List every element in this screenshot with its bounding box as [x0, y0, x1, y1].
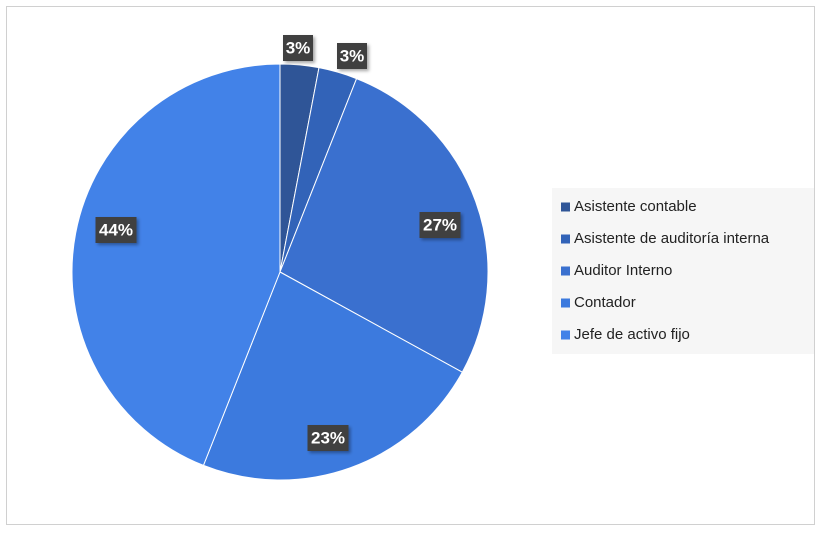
data-label-box	[419, 212, 461, 238]
legend-swatch	[561, 330, 570, 340]
legend-swatch	[561, 298, 570, 308]
pie-slice	[279, 77, 489, 373]
legend-label: Contador	[574, 294, 636, 311]
data-label: 3%	[286, 38, 311, 57]
data-label-box	[337, 43, 367, 69]
data-label: 27%	[423, 215, 457, 234]
data-label-box	[283, 35, 313, 61]
data-label-box	[95, 217, 137, 243]
legend-box	[552, 188, 814, 354]
legend-swatch	[561, 234, 570, 244]
pie-slice	[71, 63, 281, 467]
legend-label: Jefe de activo fijo	[574, 326, 690, 343]
legend-label: Asistente de auditoría interna	[574, 230, 770, 247]
data-label: 44%	[99, 220, 133, 239]
data-label: 3%	[340, 46, 365, 65]
legend-label: Auditor Interno	[574, 262, 672, 279]
legend-label: Asistente contable	[574, 198, 697, 215]
pie-slice	[202, 271, 463, 481]
legend-swatch	[561, 266, 570, 276]
legend-swatch	[561, 202, 570, 212]
data-label-box	[307, 425, 349, 451]
data-label: 23%	[311, 428, 345, 447]
